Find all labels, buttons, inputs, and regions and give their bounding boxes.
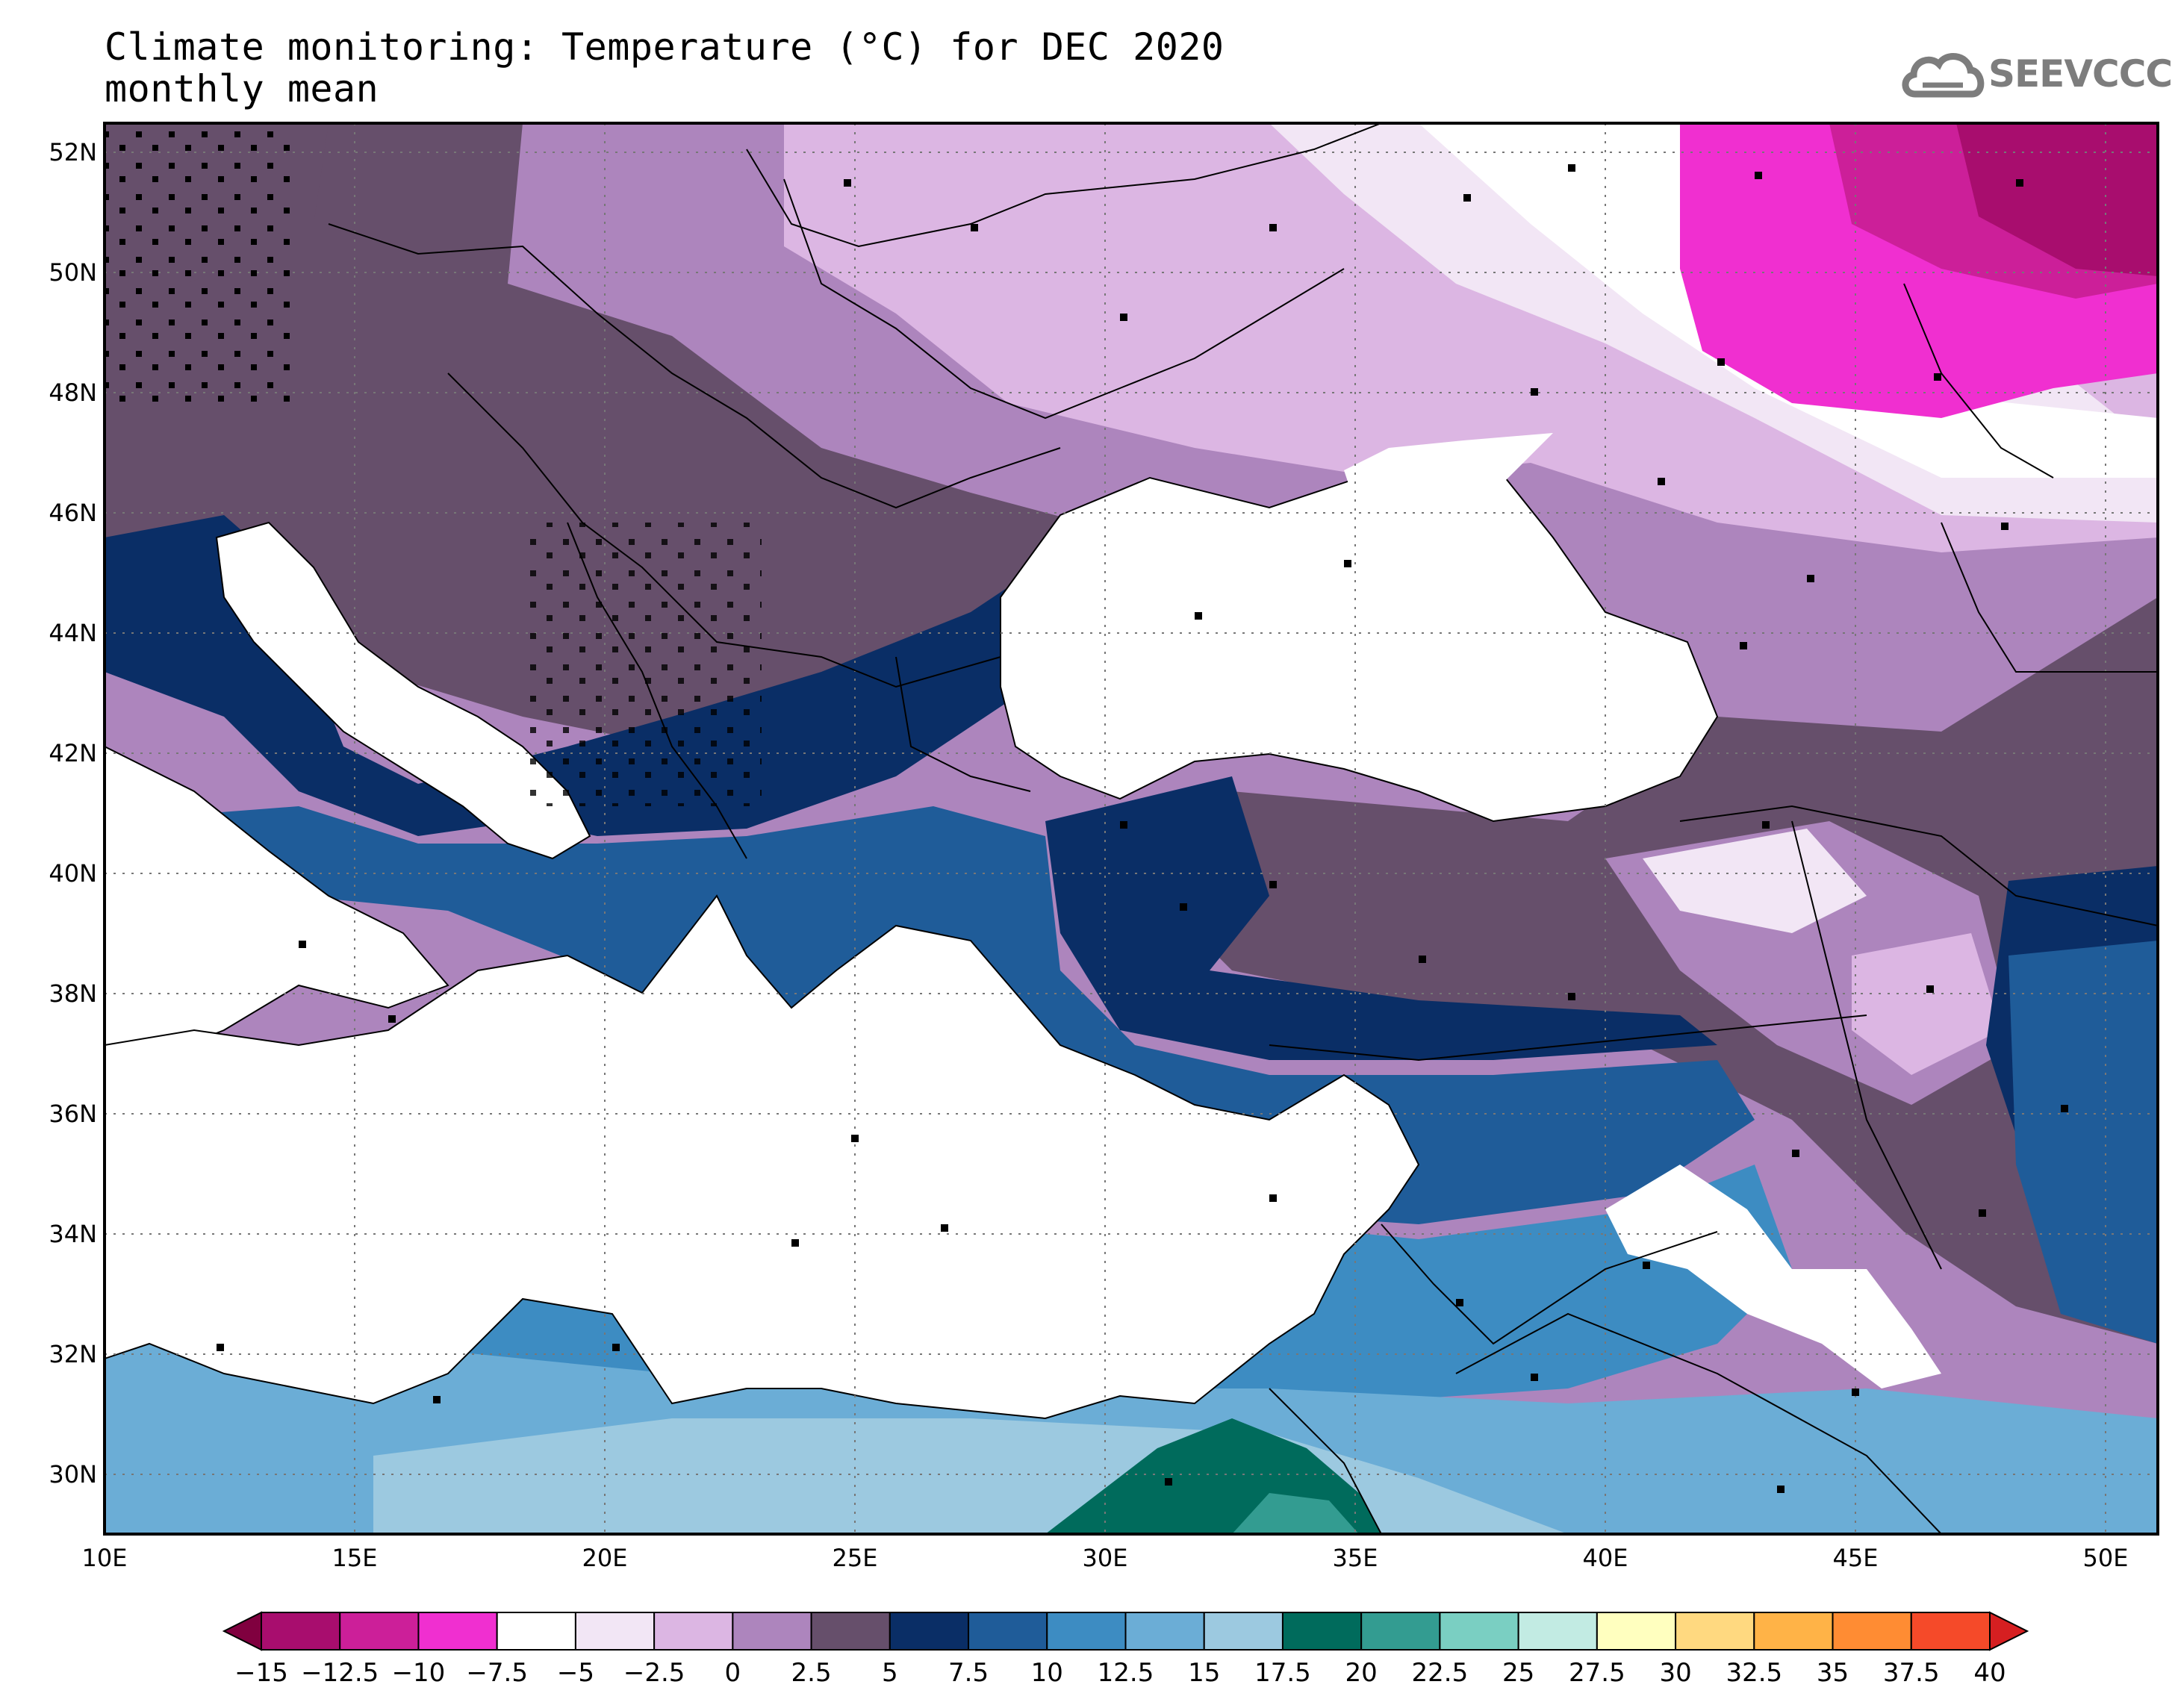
colorbar-label: 32.5 <box>1726 1658 1782 1688</box>
colorbar-label: −2.5 <box>623 1658 685 1688</box>
colorbar-label: −10 <box>392 1658 446 1688</box>
field-blue-dark-east <box>2008 941 2158 1344</box>
field-deep-purple-west <box>105 123 1083 747</box>
lat-label: 48N <box>49 378 97 407</box>
lon-label: 30E <box>1083 1544 1128 1572</box>
title-line-2: monthly mean <box>105 67 379 110</box>
lon-label: 10E <box>82 1544 128 1572</box>
colorbar-label: 10 <box>1031 1658 1063 1688</box>
lat-label: 32N <box>49 1340 97 1368</box>
colorbar-segment <box>1517 1612 1598 1651</box>
colorbar-segment <box>417 1612 498 1651</box>
colorbar-label: 12.5 <box>1098 1658 1154 1688</box>
lon-label: 35E <box>1333 1544 1378 1572</box>
mediterranean-sea <box>105 894 1420 1420</box>
colorbar-label: 40 <box>1973 1658 2006 1688</box>
colorbar-segment <box>1203 1612 1283 1651</box>
field-pale-caucasus <box>1643 829 1867 933</box>
field-teal-mid <box>1232 1493 1359 1534</box>
lat-label: 30N <box>49 1460 97 1489</box>
lon-label: 45E <box>1833 1544 1879 1572</box>
colorbar-label: 0 <box>725 1658 741 1688</box>
colorbar-segment <box>1124 1612 1205 1651</box>
title-line-1: Climate monitoring: Temperature (°C) for… <box>105 25 1225 69</box>
colorbar-segment <box>1675 1612 1755 1651</box>
lat-label: 40N <box>49 859 97 888</box>
adriatic-sea <box>215 521 591 860</box>
colorbar-label: 30 <box>1659 1658 1691 1688</box>
lat-label: 50N <box>49 258 97 287</box>
colorbar-label: 35 <box>1817 1658 1849 1688</box>
lon-label: 50E <box>2083 1544 2129 1572</box>
colorbar-segment <box>1596 1612 1677 1651</box>
graticule <box>105 123 2158 1534</box>
colorbar-label: −7.5 <box>466 1658 528 1688</box>
colorbar-label: 37.5 <box>1883 1658 1940 1688</box>
lat-label: 52N <box>49 138 97 166</box>
lon-label: 15E <box>332 1544 378 1572</box>
lat-label: 42N <box>49 739 97 767</box>
colorbar-label: −15 <box>234 1658 288 1688</box>
sea-of-azov <box>1344 433 1553 523</box>
colorbar-label: −5 <box>557 1658 594 1688</box>
field-dark-magenta <box>1956 123 2158 276</box>
lat-label: 38N <box>49 979 97 1008</box>
longitude-labels: 10E 15E 20E 25E 30E 35E 40E 45E 50E <box>82 1544 2129 1572</box>
colorbar-segment <box>1832 1612 1912 1651</box>
lon-label: 20E <box>582 1544 628 1572</box>
colorbar-segment <box>496 1612 576 1651</box>
colorbar-label: 17.5 <box>1254 1658 1311 1688</box>
colorbar-segment <box>574 1612 656 1651</box>
colorbar-arrow-low <box>222 1611 262 1651</box>
colorbar-label: 2.5 <box>791 1658 832 1688</box>
desert-gap <box>1605 1165 1941 1388</box>
field-white-band <box>1419 123 2158 478</box>
black-sea <box>1000 446 1719 823</box>
colorbar-segment <box>732 1612 812 1651</box>
colorbar-segment <box>653 1612 734 1651</box>
plot-area <box>105 123 2158 1534</box>
colorbar-label: −12.5 <box>301 1658 379 1688</box>
colorbar-label: 7.5 <box>948 1658 989 1688</box>
colorbar-segment <box>810 1612 891 1651</box>
field-navy-balkans <box>105 515 1090 836</box>
colorbar-label: 5 <box>882 1658 898 1688</box>
lat-label: 36N <box>49 1100 97 1128</box>
station-cluster-central-europe <box>105 123 299 407</box>
colorbar-arrow-high <box>1989 1611 2029 1651</box>
colorbar-segment <box>261 1612 341 1651</box>
colorbar-label: 15 <box>1188 1658 1220 1688</box>
colorbar-segment <box>1439 1612 1519 1651</box>
field-deep-purple-east <box>1157 597 2158 1344</box>
station-cluster-balkans <box>523 523 762 806</box>
colorbar-segment <box>339 1612 420 1651</box>
colorbar-segment <box>1753 1612 1834 1651</box>
colorbar-segment <box>1360 1612 1441 1651</box>
colorbar: −15 −12.5 −10 −7.5 −5 −2.5 0 2.5 5 7.5 10 12.5 15 17.… <box>222 1611 2029 1688</box>
colorbar-segment <box>1281 1612 1363 1651</box>
lat-label: 34N <box>49 1220 97 1248</box>
plot-frame <box>103 122 2159 1536</box>
colorbar-segment <box>889 1612 970 1651</box>
station-markers <box>217 164 2068 1493</box>
lat-label: 46N <box>49 499 97 527</box>
lon-label: 25E <box>833 1544 878 1572</box>
logo-text: SEEVCCC <box>1988 52 2173 96</box>
colorbar-segment <box>1910 1612 1991 1651</box>
lon-label: 40E <box>1583 1544 1628 1572</box>
field-light-east-turkey <box>1852 933 2001 1075</box>
cloud-icon <box>1902 53 1985 98</box>
colorbar-segment <box>1046 1612 1127 1651</box>
latitude-labels: 52N 50N 48N 46N 44N 42N 40N 38N 36N 34N … <box>49 138 97 1489</box>
colorbar-label: 22.5 <box>1412 1658 1469 1688</box>
colorbar-label: 27.5 <box>1569 1658 1625 1688</box>
colorbar-segment <box>968 1612 1048 1651</box>
colorbar-label: 20 <box>1345 1658 1378 1688</box>
lat-label: 44N <box>49 619 97 647</box>
colorbar-label: 25 <box>1502 1658 1534 1688</box>
seevccc-logo: SEEVCCC <box>1900 46 2173 106</box>
field-navy-anatolia <box>1045 776 1717 1060</box>
